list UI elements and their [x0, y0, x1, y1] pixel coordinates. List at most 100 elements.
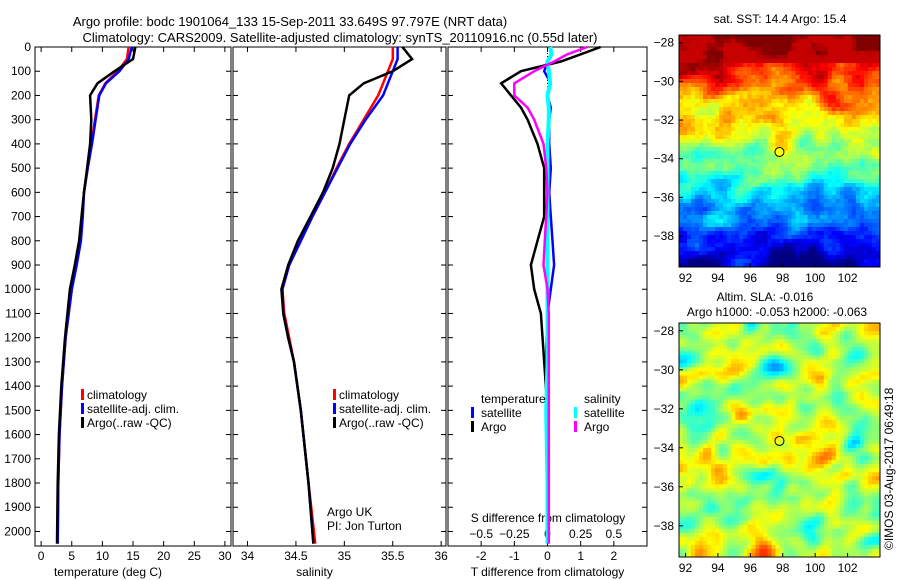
- map-cell: [791, 43, 797, 48]
- map-cell: [763, 411, 768, 417]
- map-cell: [691, 363, 696, 368]
- map-cell: [687, 431, 692, 437]
- map-cell: [875, 43, 881, 48]
- map-cell: [731, 323, 736, 328]
- map-cell: [875, 431, 881, 437]
- map-cell: [763, 51, 768, 56]
- map-cell: [767, 387, 772, 393]
- map-cell: [699, 107, 704, 112]
- map-cell: [711, 440, 716, 445]
- map-cell: [867, 419, 873, 425]
- map-cell: [871, 460, 877, 465]
- map-cell: [679, 51, 684, 56]
- map-cell: [699, 335, 704, 340]
- map-cell: [699, 391, 704, 397]
- map-cell: [719, 135, 724, 140]
- map-cell: [779, 191, 785, 196]
- map-cell: [731, 371, 736, 376]
- map-cell: [807, 399, 813, 405]
- map-cell: [703, 371, 708, 376]
- map-cell: [751, 83, 756, 88]
- map-cell: [839, 407, 845, 413]
- map-cell: [775, 191, 780, 196]
- map-cell: [775, 243, 780, 248]
- map-cell: [843, 331, 849, 336]
- map-cell: [763, 159, 768, 164]
- map-cell: [787, 379, 793, 385]
- map-cell: [711, 79, 716, 84]
- map-cell: [739, 147, 744, 152]
- map-cell: [839, 123, 845, 128]
- map-cell: [815, 139, 821, 144]
- map-cell: [775, 55, 780, 60]
- map-cell: [719, 251, 724, 256]
- map-cell: [795, 423, 801, 429]
- map-cell: [787, 407, 793, 413]
- map-cell: [771, 119, 776, 124]
- map-cell: [735, 335, 740, 340]
- map-cell: [823, 343, 829, 348]
- map-cell: [727, 123, 732, 128]
- map-cell: [711, 255, 716, 260]
- map-cell: [703, 175, 708, 180]
- map-cell: [791, 235, 797, 240]
- map-cell: [839, 383, 845, 389]
- map-cell: [847, 75, 853, 80]
- map-cell: [679, 387, 684, 393]
- map-cell: [779, 127, 785, 132]
- map-cell: [843, 175, 849, 180]
- map-cell: [811, 415, 817, 421]
- map-cell: [775, 480, 780, 485]
- map-cell: [851, 383, 857, 389]
- map-cell: [811, 448, 817, 453]
- map-cell: [683, 47, 688, 52]
- map-cell: [823, 476, 829, 481]
- map-cell: [847, 411, 853, 417]
- map-cell: [811, 476, 817, 481]
- map-cell: [775, 143, 780, 148]
- map-cell: [815, 59, 821, 64]
- map-cell: [823, 468, 829, 473]
- map-cell: [747, 484, 752, 489]
- map-cell: [691, 183, 696, 188]
- map-cell: [747, 55, 752, 60]
- map-cell: [747, 367, 752, 372]
- map-cell: [727, 448, 732, 453]
- map-cell: [807, 355, 813, 360]
- map-cell: [779, 383, 785, 389]
- map-cell: [827, 391, 833, 397]
- map-cell: [739, 399, 744, 405]
- map-cell: [835, 480, 841, 485]
- map-cell: [715, 251, 720, 256]
- map-cell: [795, 263, 801, 268]
- map-cell: [727, 207, 732, 212]
- map-cell: [783, 191, 789, 196]
- map-cell: [787, 247, 793, 252]
- map-cell: [819, 323, 825, 328]
- map-cell: [687, 99, 692, 104]
- map-cell: [767, 460, 772, 465]
- map-cell: [691, 223, 696, 228]
- map-cell: [835, 423, 841, 429]
- map-cell: [755, 175, 760, 180]
- map-cell: [827, 75, 833, 80]
- map-cell: [815, 383, 821, 389]
- map-cell: [755, 43, 760, 48]
- map-cell: [691, 123, 696, 128]
- map-cell: [847, 327, 853, 332]
- map-cell: [731, 415, 736, 421]
- map-cell: [695, 135, 700, 140]
- map-cell: [687, 215, 692, 220]
- map-cell: [743, 167, 748, 172]
- map-cell: [803, 95, 809, 100]
- map-cell: [835, 259, 841, 264]
- map-cell: [803, 59, 809, 64]
- map-cell: [859, 151, 865, 156]
- map-cell: [791, 339, 797, 344]
- map-cell: [683, 211, 688, 216]
- map-cell: [875, 395, 881, 401]
- map-cell: [875, 423, 881, 429]
- map-cell: [851, 448, 857, 453]
- map-cell: [867, 187, 873, 192]
- map-cell: [731, 359, 736, 364]
